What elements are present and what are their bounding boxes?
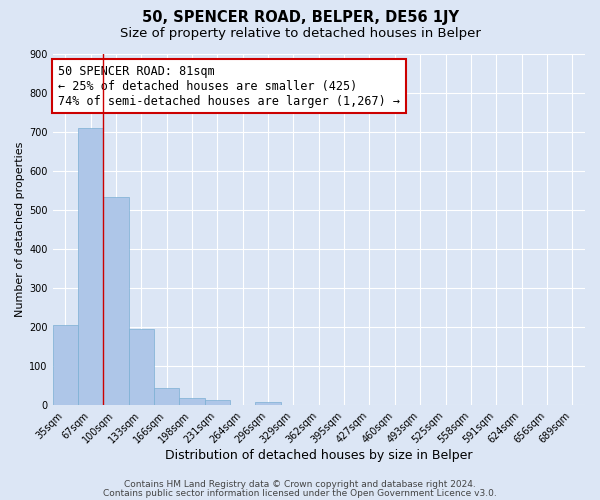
Bar xyxy=(103,196,128,406)
Bar xyxy=(205,400,230,406)
Y-axis label: Number of detached properties: Number of detached properties xyxy=(15,142,25,318)
Text: Size of property relative to detached houses in Belper: Size of property relative to detached ho… xyxy=(119,28,481,40)
Bar xyxy=(78,128,103,406)
Text: 50, SPENCER ROAD, BELPER, DE56 1JY: 50, SPENCER ROAD, BELPER, DE56 1JY xyxy=(142,10,458,25)
Bar xyxy=(154,388,179,406)
Text: 50 SPENCER ROAD: 81sqm
← 25% of detached houses are smaller (425)
74% of semi-de: 50 SPENCER ROAD: 81sqm ← 25% of detached… xyxy=(58,64,400,108)
Text: Contains public sector information licensed under the Open Government Licence v3: Contains public sector information licen… xyxy=(103,489,497,498)
X-axis label: Distribution of detached houses by size in Belper: Distribution of detached houses by size … xyxy=(165,450,473,462)
Bar xyxy=(53,326,78,406)
Bar xyxy=(179,398,205,406)
Bar xyxy=(256,402,281,406)
Text: Contains HM Land Registry data © Crown copyright and database right 2024.: Contains HM Land Registry data © Crown c… xyxy=(124,480,476,489)
Bar xyxy=(128,330,154,406)
